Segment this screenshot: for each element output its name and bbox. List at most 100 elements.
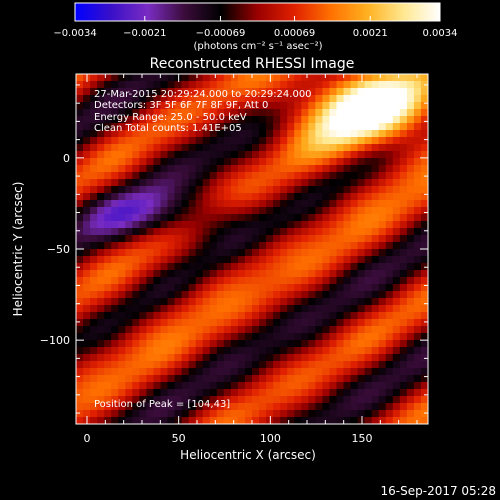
heatmap-cell — [181, 256, 190, 264]
heatmap-cell — [364, 151, 373, 159]
heatmap-cell — [364, 186, 373, 194]
heatmap-cell — [188, 151, 197, 159]
heatmap-cell — [266, 361, 274, 369]
heatmap-cell — [104, 130, 112, 138]
heatmap-cell — [280, 277, 288, 285]
heatmap-cell — [125, 326, 133, 334]
heatmap-cell — [188, 270, 197, 278]
heatmap-cell — [336, 137, 344, 145]
heatmap-cell — [371, 291, 380, 299]
heatmap-cell — [216, 116, 225, 124]
heatmap-cell — [216, 102, 225, 110]
heatmap-cell — [216, 305, 225, 313]
heatmap-cell — [364, 144, 373, 152]
heatmap-cell — [294, 207, 302, 215]
heatmap-cell — [378, 326, 387, 334]
heatmap-cell — [315, 214, 323, 222]
heatmap-cell — [139, 151, 147, 159]
heatmap-cell — [146, 235, 154, 243]
heatmap-cell — [181, 221, 190, 229]
heatmap-cell — [287, 305, 295, 313]
heatmap-cell — [111, 368, 119, 376]
heatmap-cell — [202, 249, 211, 257]
heatmap-cell — [308, 186, 316, 194]
heatmap-cell — [195, 375, 204, 383]
heatmap-cell — [118, 256, 126, 264]
heatmap-cell — [125, 389, 133, 397]
heatmap-cell — [209, 340, 218, 348]
heatmap-cell — [357, 214, 366, 222]
heatmap-cell — [301, 347, 309, 355]
heatmap-cell — [118, 158, 126, 166]
heatmap-cell — [350, 270, 358, 278]
heatmap-cell — [181, 137, 190, 145]
heatmap-cell — [399, 95, 408, 103]
heatmap-cell — [357, 74, 366, 82]
heatmap-cell — [392, 291, 401, 299]
heatmap-cell — [216, 319, 225, 327]
heatmap-cell — [132, 375, 140, 383]
heatmap-cell — [420, 270, 429, 278]
heatmap-cell — [139, 298, 147, 306]
heatmap-cell — [357, 130, 366, 138]
heatmap-cell — [167, 417, 175, 425]
heatmap-cell — [406, 326, 415, 334]
heatmap-cell — [364, 130, 373, 138]
heatmap-cell — [167, 179, 175, 187]
heatmap-cell — [273, 151, 281, 159]
heatmap-cell — [273, 158, 281, 166]
heatmap-cell — [83, 326, 91, 334]
heatmap-cell — [195, 410, 204, 418]
heatmap-cell — [223, 361, 232, 369]
heatmap-cell — [139, 396, 147, 404]
heatmap-cell — [230, 123, 239, 131]
heatmap-cell — [195, 214, 204, 222]
heatmap-cell — [132, 270, 140, 278]
heatmap-cell — [322, 109, 330, 117]
heatmap-cell — [181, 382, 190, 390]
heatmap-cell — [413, 242, 422, 250]
heatmap-cell — [146, 207, 154, 215]
heatmap-cell — [406, 256, 415, 264]
heatmap-cell — [195, 389, 204, 397]
heatmap-cell — [329, 102, 337, 110]
heatmap-cell — [308, 172, 316, 180]
heatmap-cell — [301, 88, 309, 96]
heatmap-cell — [329, 116, 337, 124]
heatmap-cell — [202, 382, 211, 390]
heatmap-cell — [329, 333, 337, 341]
heatmap-cell — [216, 137, 225, 145]
heatmap-cell — [90, 326, 98, 334]
heatmap-cell — [230, 158, 239, 166]
heatmap-cell — [153, 165, 161, 173]
heatmap-cell — [153, 333, 161, 341]
heatmap-cell — [195, 200, 204, 208]
heatmap-cell — [146, 368, 154, 376]
heatmap-cell — [83, 277, 91, 285]
heatmap-image — [76, 74, 429, 425]
heatmap-cell — [153, 116, 161, 124]
heatmap-cell — [139, 382, 147, 390]
heatmap-cell — [413, 361, 422, 369]
heatmap-cell — [301, 354, 309, 362]
heatmap-cell — [160, 375, 168, 383]
heatmap-cell — [364, 375, 373, 383]
heatmap-cell — [378, 95, 387, 103]
heatmap-cell — [223, 207, 232, 215]
heatmap-cell — [223, 123, 232, 131]
heatmap-cell — [132, 109, 140, 117]
heatmap-cell — [216, 200, 225, 208]
heatmap-cell — [294, 137, 302, 145]
heatmap-cell — [83, 116, 91, 124]
heatmap-cell — [188, 319, 197, 327]
footer-date: 16-Sep-2017 05:28 — [381, 484, 496, 498]
heatmap-cell — [273, 165, 281, 173]
heatmap-cell — [230, 284, 239, 292]
heatmap-cell — [322, 263, 330, 271]
heatmap-cell — [223, 417, 232, 425]
heatmap-cell — [104, 410, 112, 418]
heatmap-cell — [294, 95, 302, 103]
heatmap-cell — [216, 312, 225, 320]
heatmap-cell — [308, 249, 316, 257]
heatmap-cell — [195, 396, 204, 404]
